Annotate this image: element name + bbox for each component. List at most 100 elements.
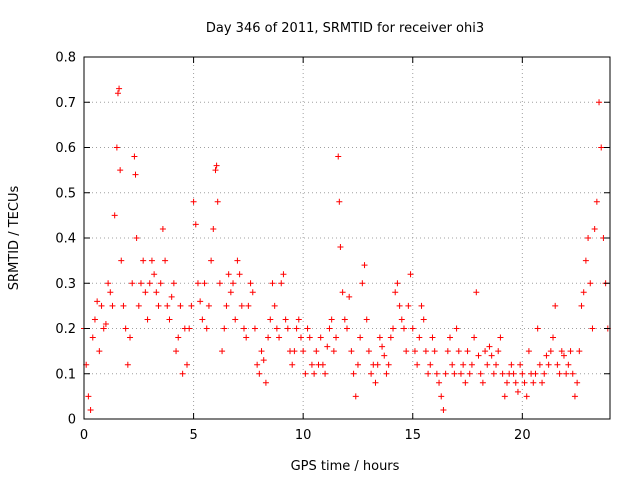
- data-point: [144, 316, 151, 323]
- data-point: [361, 262, 368, 269]
- data-point: [197, 298, 204, 305]
- data-point: [262, 379, 269, 386]
- data-point: [330, 348, 337, 355]
- chart-title: Day 346 of 2011, SRMTID for receiver ohi…: [206, 21, 484, 36]
- data-point: [336, 198, 343, 205]
- data-point: [523, 393, 530, 400]
- data-point: [236, 271, 243, 278]
- data-point: [363, 316, 370, 323]
- x-tick-label: 20: [514, 428, 531, 443]
- data-point: [322, 370, 329, 377]
- data-point: [337, 244, 344, 251]
- data-point: [203, 325, 210, 332]
- data-point: [440, 406, 447, 413]
- data-point: [271, 302, 278, 309]
- data-point: [420, 316, 427, 323]
- data-point: [173, 348, 180, 355]
- data-point: [177, 302, 184, 309]
- data-point: [142, 289, 149, 296]
- data-point: [414, 361, 421, 368]
- data-point: [249, 289, 256, 296]
- data-point: [212, 167, 219, 174]
- data-point: [117, 167, 124, 174]
- data-point: [179, 370, 186, 377]
- data-point: [221, 325, 228, 332]
- data-point: [447, 334, 454, 341]
- data-point: [574, 379, 581, 386]
- data-point: [390, 325, 397, 332]
- data-point: [422, 348, 429, 355]
- data-point: [306, 334, 313, 341]
- data-point: [132, 171, 139, 178]
- data-point: [304, 325, 311, 332]
- data-point: [477, 370, 484, 377]
- data-point: [284, 325, 291, 332]
- data-point: [359, 280, 366, 287]
- data-point: [192, 221, 199, 228]
- data-point: [116, 85, 123, 92]
- data-point: [282, 316, 289, 323]
- data-point: [587, 280, 594, 287]
- data-point: [313, 348, 320, 355]
- data-point: [85, 393, 92, 400]
- grid-lines: [83, 56, 610, 420]
- data-point: [234, 257, 241, 264]
- data-point: [453, 325, 460, 332]
- data-point: [102, 320, 109, 327]
- data-point: [514, 388, 521, 395]
- data-point: [98, 302, 105, 309]
- y-tick-label: 0.6: [55, 141, 76, 156]
- data-point: [503, 379, 510, 386]
- data-point: [464, 348, 471, 355]
- data-point: [240, 325, 247, 332]
- data-point: [344, 325, 350, 332]
- data-point: [580, 289, 587, 296]
- data-point: [425, 370, 432, 377]
- data-point: [216, 280, 223, 287]
- data-point: [475, 352, 482, 359]
- data-point: [129, 280, 136, 287]
- data-point: [324, 343, 331, 350]
- data-point: [89, 334, 96, 341]
- data-point: [348, 348, 355, 355]
- data-point: [107, 289, 114, 296]
- data-point: [140, 257, 147, 264]
- data-point: [194, 280, 201, 287]
- data-point: [392, 289, 399, 296]
- data-point: [254, 361, 261, 368]
- data-point: [449, 361, 456, 368]
- data-point: [317, 334, 324, 341]
- data-point: [199, 316, 206, 323]
- data-point: [387, 334, 394, 341]
- data-point: [554, 361, 561, 368]
- axis-ticks: [83, 56, 610, 420]
- data-point: [300, 348, 307, 355]
- y-tick-label: 0.8: [55, 51, 76, 66]
- data-point: [571, 393, 578, 400]
- data-point: [593, 198, 600, 205]
- data-point: [260, 357, 267, 364]
- data-point: [407, 271, 414, 278]
- y-tick-labels: 0 0.1 0.2 0.3 0.4 0.5 0.6 0.7 0.8: [55, 51, 76, 428]
- data-point: [111, 212, 118, 219]
- data-point: [510, 370, 517, 377]
- x-tick-labels: 0 5 10 15 20: [80, 428, 531, 443]
- data-point: [488, 352, 495, 359]
- data-point: [418, 302, 425, 309]
- data-point: [482, 348, 489, 355]
- data-point: [213, 162, 220, 169]
- data-point: [278, 280, 285, 287]
- data-point: [471, 334, 478, 341]
- data-point: [265, 334, 272, 341]
- data-point: [484, 361, 491, 368]
- data-point: [457, 370, 464, 377]
- data-point: [473, 289, 480, 296]
- data-point: [258, 348, 265, 355]
- data-point: [159, 225, 166, 232]
- data-point: [293, 325, 300, 332]
- data-point: [582, 257, 589, 264]
- data-point: [354, 361, 361, 368]
- data-point: [208, 257, 215, 264]
- data-point: [512, 379, 519, 386]
- data-point: [436, 379, 443, 386]
